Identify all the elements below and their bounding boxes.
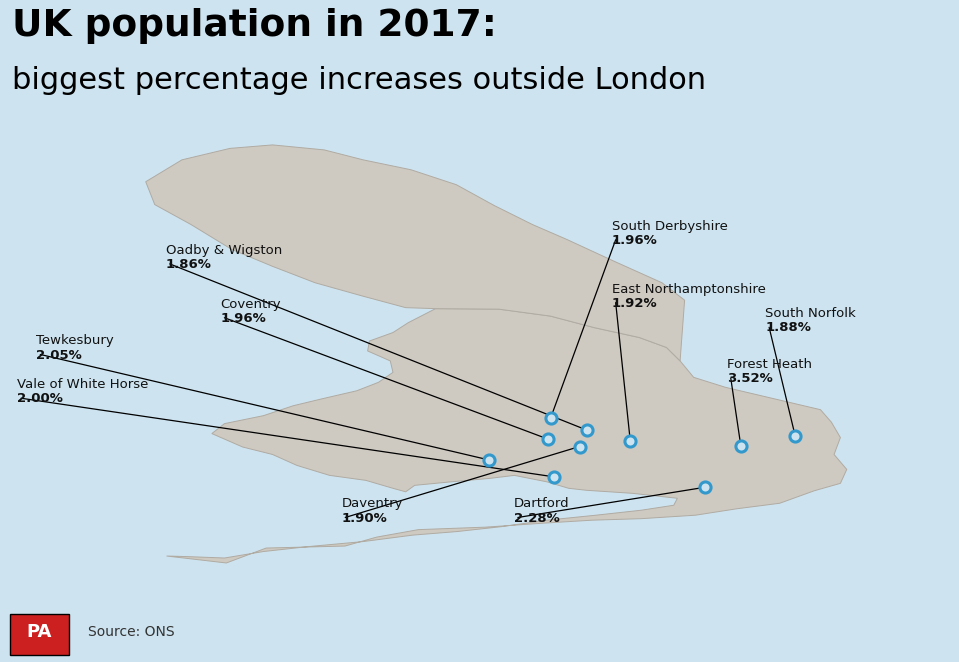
Text: 1.96%: 1.96%: [221, 312, 267, 325]
Text: Source: ONS: Source: ONS: [88, 625, 175, 639]
Text: Tewkesbury: Tewkesbury: [36, 334, 114, 348]
Polygon shape: [146, 145, 685, 361]
Text: 2.28%: 2.28%: [514, 512, 560, 524]
Text: Oadby & Wigston: Oadby & Wigston: [166, 244, 282, 257]
FancyBboxPatch shape: [10, 614, 69, 655]
Text: biggest percentage increases outside London: biggest percentage increases outside Lon…: [12, 66, 707, 95]
Text: UK population in 2017:: UK population in 2017:: [12, 9, 498, 44]
Text: Forest Heath: Forest Heath: [727, 358, 812, 371]
Text: Coventry: Coventry: [221, 298, 281, 310]
Text: East Northamptonshire: East Northamptonshire: [612, 283, 765, 296]
Text: South Norfolk: South Norfolk: [765, 307, 856, 320]
Text: Daventry: Daventry: [341, 497, 403, 510]
Polygon shape: [167, 308, 847, 563]
Text: 1.92%: 1.92%: [612, 297, 658, 310]
Text: 3.52%: 3.52%: [727, 372, 773, 385]
Text: 1.86%: 1.86%: [166, 258, 212, 271]
Text: 2.05%: 2.05%: [36, 348, 82, 361]
Text: PA: PA: [27, 622, 52, 641]
Text: 2.00%: 2.00%: [17, 393, 63, 405]
Text: Dartford: Dartford: [514, 497, 570, 510]
Text: South Derbyshire: South Derbyshire: [612, 220, 728, 233]
Text: Vale of White Horse: Vale of White Horse: [17, 378, 149, 391]
Text: 1.88%: 1.88%: [765, 321, 811, 334]
Text: 1.90%: 1.90%: [341, 512, 387, 524]
Text: 1.96%: 1.96%: [612, 234, 658, 247]
